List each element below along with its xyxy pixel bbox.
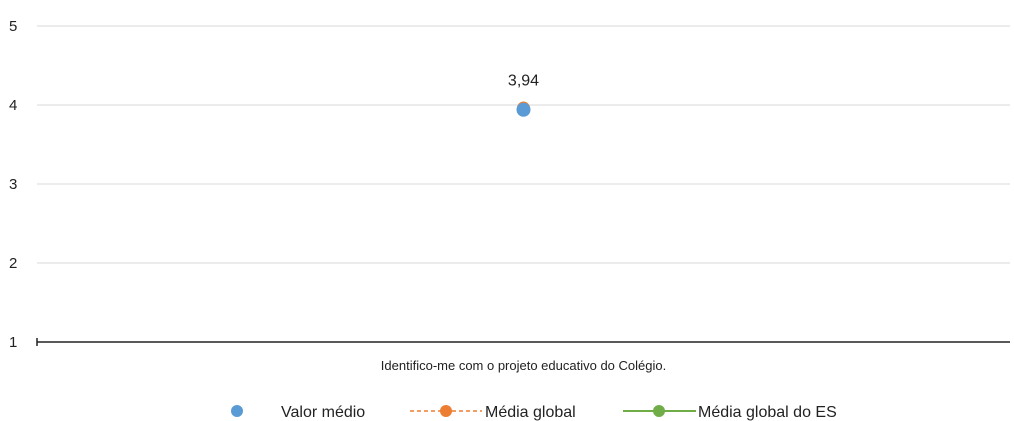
legend-label-valor-medio: Valor médio [281,404,365,421]
y-axis-ticks: 1 2 3 4 5 [9,18,17,351]
legend-label-media-global-es: Média global do ES [698,404,837,421]
y-tick-label: 4 [9,97,17,114]
legend-label-media-global: Média global [485,404,576,421]
legend-item-media-global: Média global [410,404,576,421]
data-points [516,101,531,117]
y-tick-label: 5 [9,18,17,35]
legend: Valor médio Média global Média global do… [231,404,837,421]
point-valor-m-dio [516,102,531,117]
legend-marker-media-global-es [653,405,665,417]
y-tick-label: 3 [9,176,17,193]
legend-item-valor-medio: Valor médio [231,404,365,421]
y-tick-label: 2 [9,255,17,272]
x-category-label: Identifico-me com o projeto educativo do… [381,358,666,373]
legend-marker-valor-medio [231,405,243,417]
gridlines [37,25,1010,264]
legend-marker-media-global [440,405,452,417]
legend-item-media-global-es: Média global do ES [623,404,837,421]
y-tick-label: 1 [9,334,17,351]
data-label: 3,94 [508,73,539,90]
